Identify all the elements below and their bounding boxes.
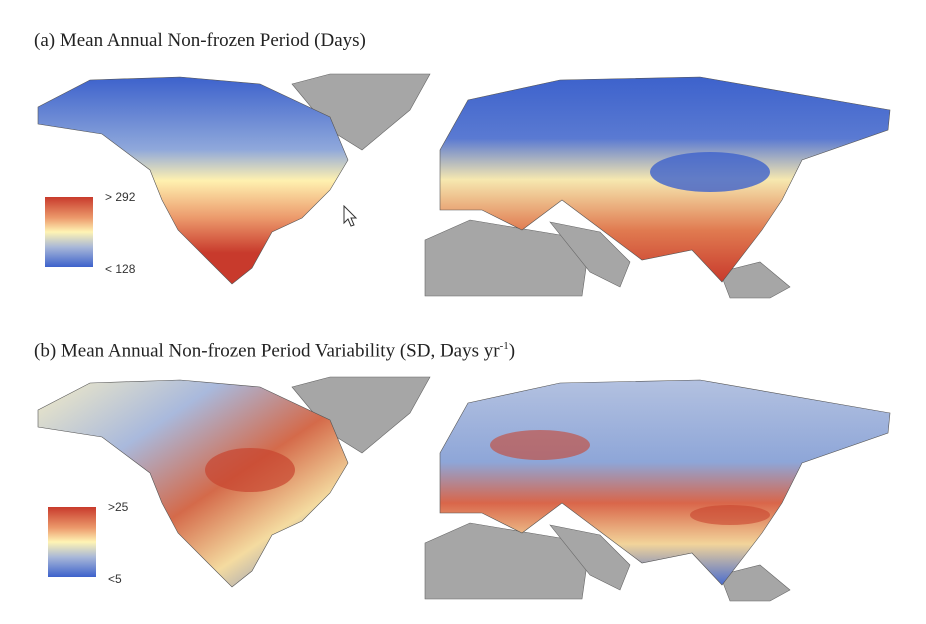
panel-b-map	[37, 376, 891, 602]
panel-b-title-text: (b) Mean Annual Non-frozen Period Variab…	[34, 340, 500, 362]
great-plains-high-variability	[205, 448, 295, 492]
europe-high-variability	[490, 430, 590, 460]
tibet-cold-zone	[650, 152, 770, 192]
panel-a-title: (a) Mean Annual Non-frozen Period (Days)	[34, 30, 366, 51]
panel-b-legend-max: >25	[108, 500, 129, 514]
panel-b-legend-min: <5	[108, 572, 122, 586]
panel-b-title-end: )	[508, 340, 516, 362]
panel-b-legend-bar	[48, 507, 96, 577]
panel-b-title: (b) Mean Annual Non-frozen Period Variab…	[34, 340, 515, 362]
panel-a-legend-min: < 128	[105, 262, 136, 276]
panel-a-legend-max: > 292	[105, 190, 136, 204]
panel-b-title-superscript: -1	[499, 340, 509, 352]
china-high-variability	[690, 505, 770, 525]
mouse-cursor-icon	[343, 205, 358, 227]
panel-a-legend-bar	[45, 197, 93, 267]
panel-a-map	[37, 73, 891, 299]
